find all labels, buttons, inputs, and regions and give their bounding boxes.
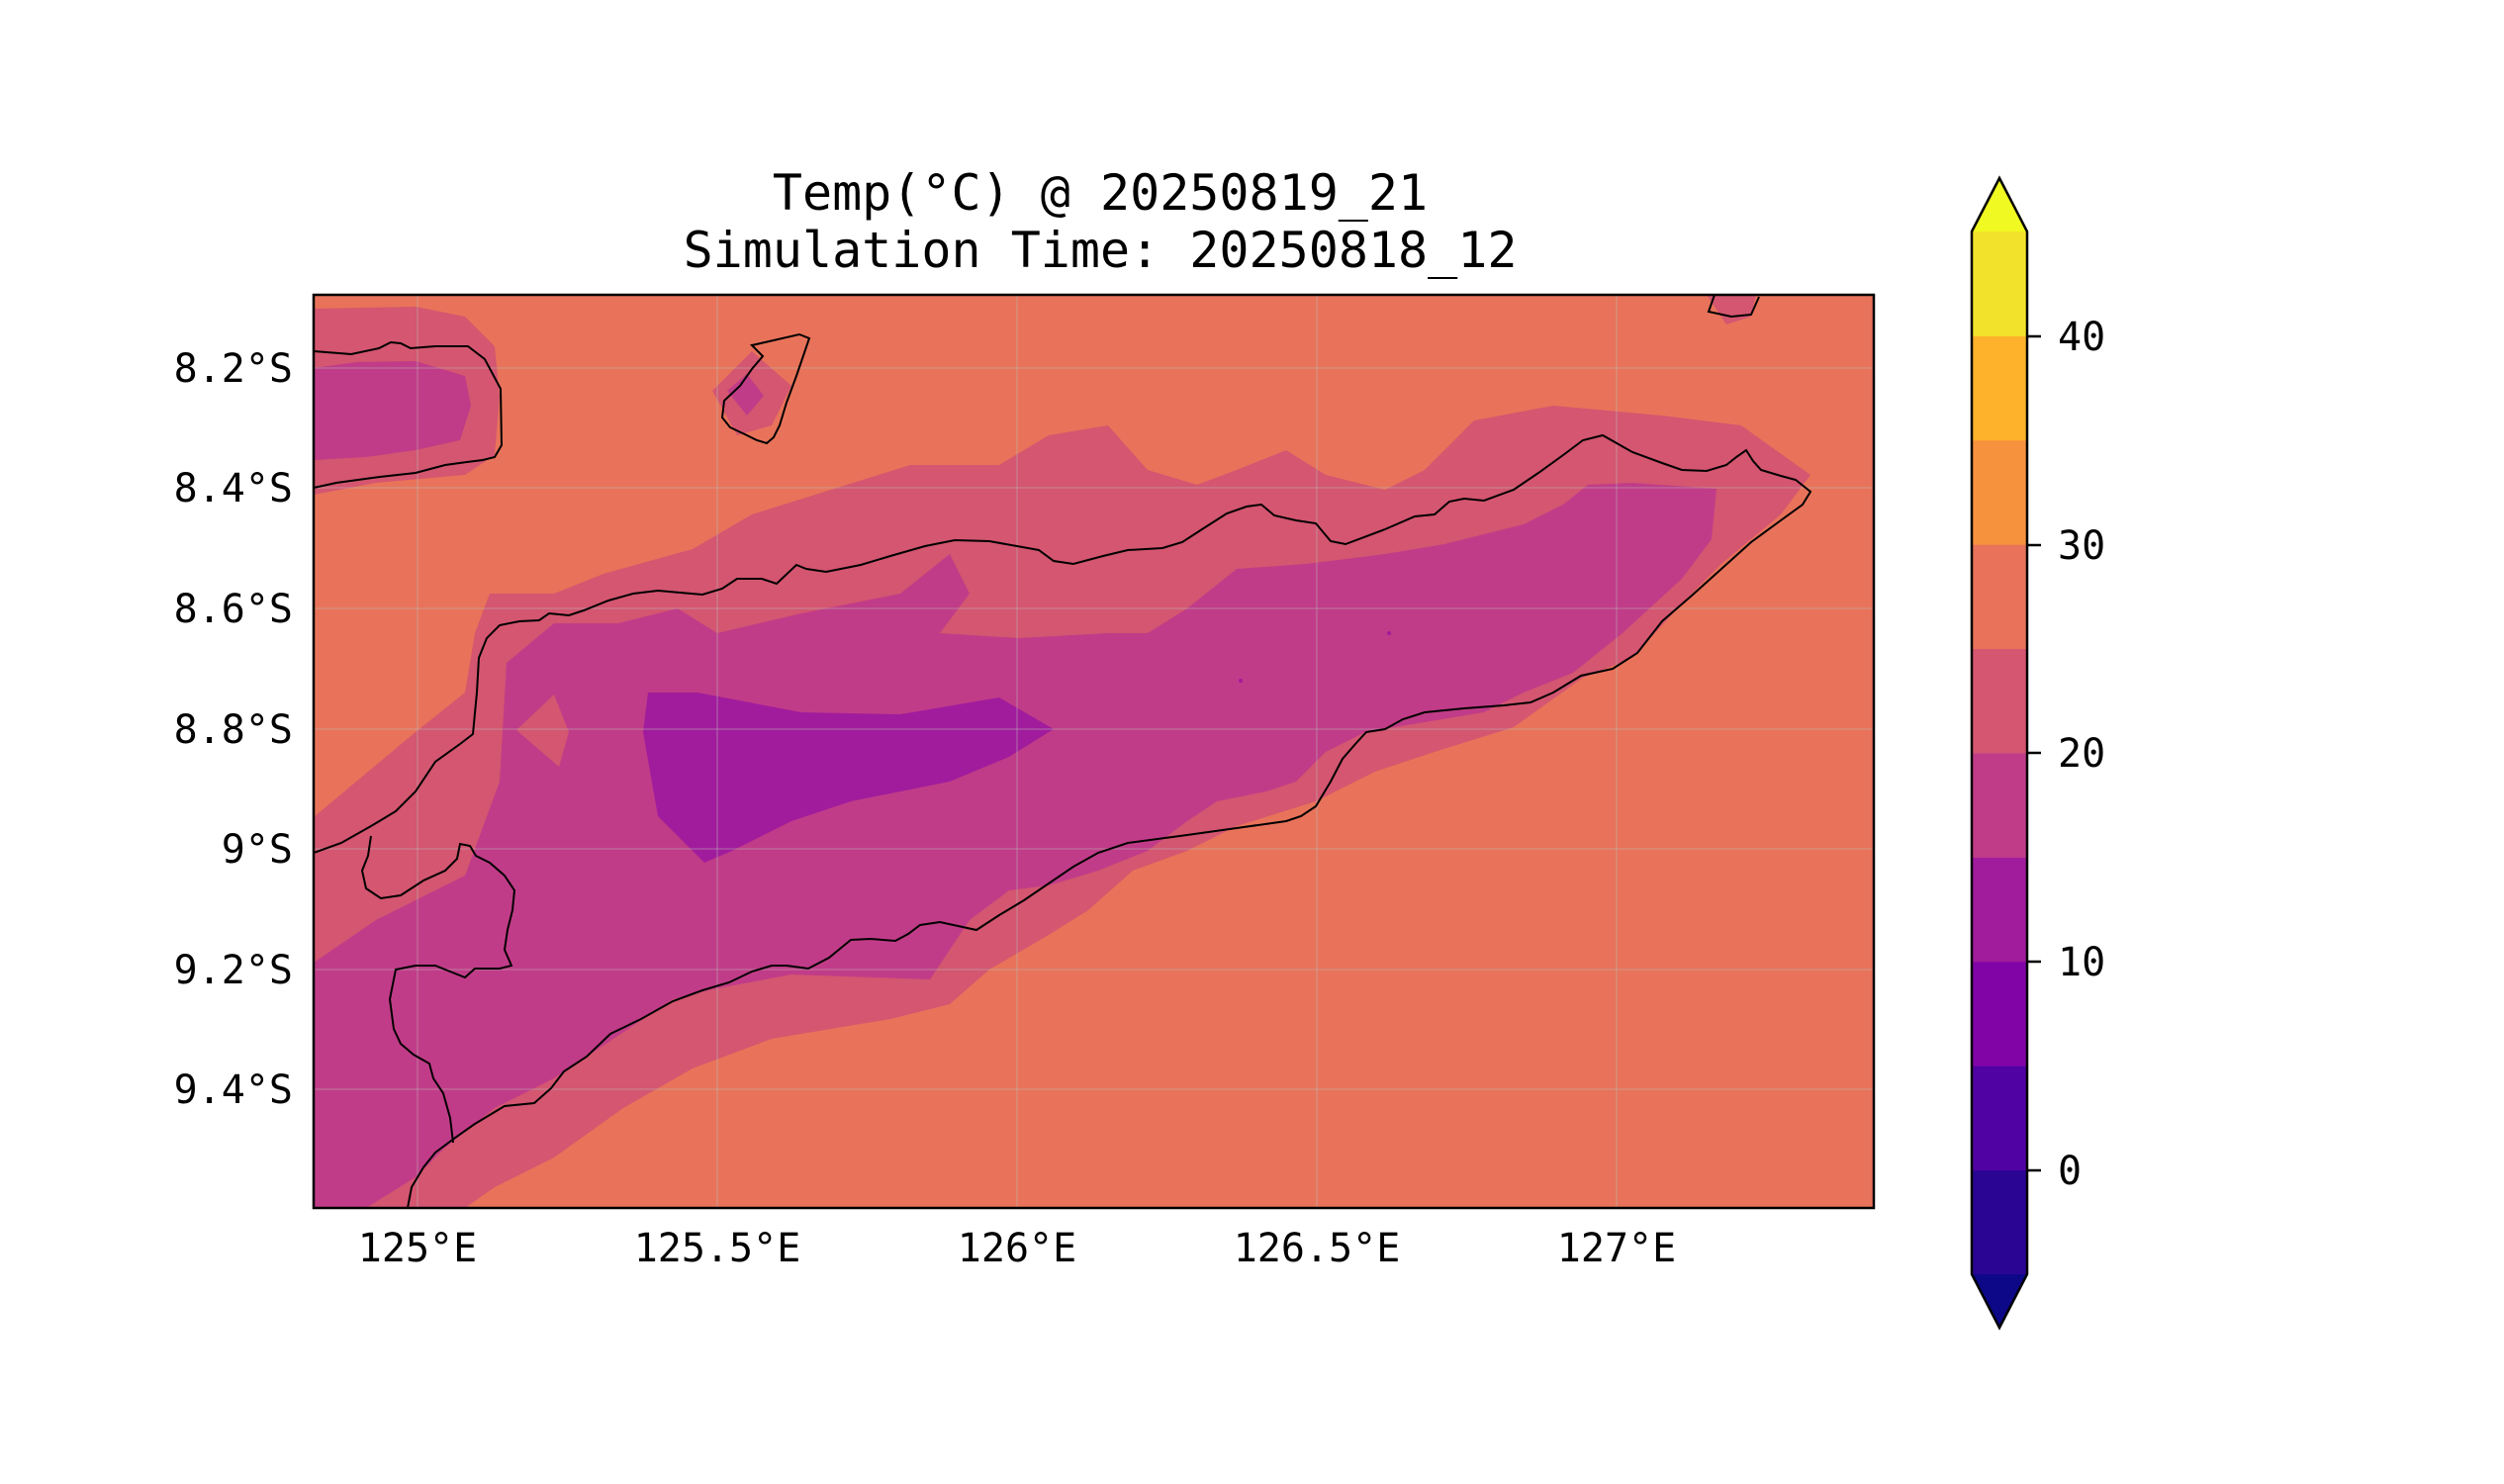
- colorbar-outline: [1970, 175, 2029, 1331]
- colorbar-tick-label: 10: [2058, 940, 2105, 985]
- y-axis: 8.2°S 8.4°S 8.6°S 8.8°S 9°S 9.2°S 9.4°S: [174, 346, 293, 1113]
- contour-10-15-speck-2: [1239, 679, 1243, 683]
- y-tick-label: 8.4°S: [174, 466, 293, 511]
- coastline-small-island: [720, 332, 811, 445]
- x-axis: 125°E 125.5°E 126°E 126.5°E 127°E: [358, 1226, 1676, 1271]
- coastline-timor-north: [314, 433, 1812, 1208]
- colorbar-extend-max: [1972, 178, 2027, 232]
- colorbar-band: [1972, 439, 2027, 545]
- coastlines: [314, 295, 1812, 1208]
- coastline-nw-island: [314, 340, 504, 489]
- coastline-border: [360, 835, 516, 1144]
- y-tick-label: 9.2°S: [174, 948, 293, 993]
- y-tick-label: 9.4°S: [174, 1067, 293, 1113]
- y-tick-label: 9°S: [222, 827, 293, 873]
- contour-10-15-core: [643, 693, 1054, 863]
- y-tick-label: 8.8°S: [174, 707, 293, 753]
- contour-15-20-nw-island: [314, 361, 471, 460]
- x-tick-label: 127°E: [1557, 1226, 1676, 1271]
- x-tick-label: 125°E: [358, 1226, 477, 1271]
- colorbar-band: [1972, 544, 2027, 650]
- gridlines: [314, 295, 1874, 1208]
- x-tick-label: 126.5°E: [1234, 1226, 1401, 1271]
- y-tick-label: 8.2°S: [174, 346, 293, 392]
- colorbar: 40 30 20 10 0: [1970, 175, 2105, 1331]
- title-line-2: Simulation Time: 20250818_12: [684, 222, 1518, 279]
- colorbar-band: [1972, 753, 2027, 858]
- colorbar-extend-min: [1972, 1274, 2027, 1328]
- colorbar-band: [1972, 648, 2027, 754]
- colorbar-bands: [1972, 232, 2027, 1275]
- colorbar-tick-label: 20: [2058, 731, 2105, 777]
- colorbar-band: [1972, 961, 2027, 1067]
- colorbar-tick-label: 40: [2058, 315, 2105, 360]
- map-frame: [312, 293, 1876, 1210]
- contour-10-15-speck-1: [1387, 631, 1391, 635]
- colorbar-tick-label: 30: [2058, 523, 2105, 569]
- colorbar-band: [1972, 1169, 2027, 1275]
- contour-20-25-inner-patch: [516, 695, 569, 767]
- x-tick-label: 126°E: [958, 1226, 1076, 1271]
- colorbar-ticks: [2027, 334, 2041, 1172]
- contour-15-20-main: [314, 483, 1716, 1208]
- colorbar-band: [1972, 232, 2027, 336]
- x-tick-label: 125.5°E: [634, 1226, 801, 1271]
- colorbar-band: [1972, 1066, 2027, 1171]
- map-panel: [314, 295, 1874, 1208]
- title-line-1: Temp(°C) @ 20250819_21: [773, 164, 1428, 222]
- coastline-ne-islet: [1707, 295, 1760, 319]
- colorbar-band: [1972, 857, 2027, 963]
- colorbar-band: [1972, 335, 2027, 441]
- y-tick-label: 8.6°S: [174, 587, 293, 632]
- colorbar-tick-label: 0: [2058, 1149, 2082, 1194]
- contour-15-20-patch: [727, 374, 764, 416]
- contour-20-25-ne-islet: [1707, 295, 1756, 325]
